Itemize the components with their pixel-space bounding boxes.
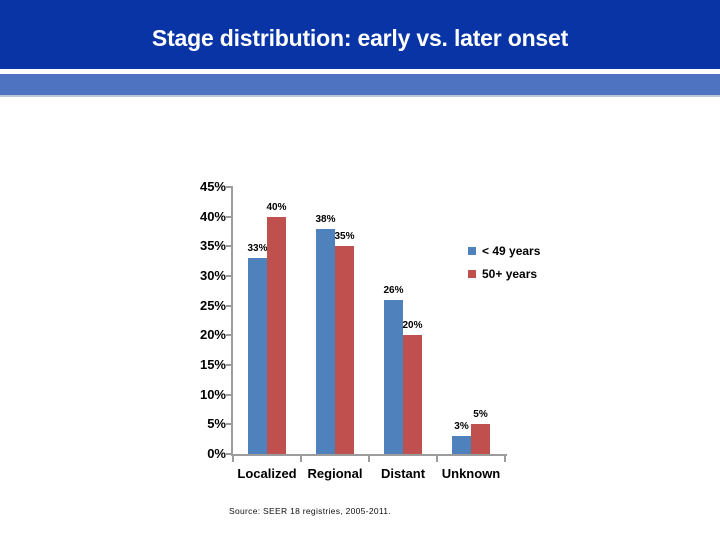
accent-band [0, 74, 720, 97]
category-label-localized: Localized [237, 466, 297, 481]
y-tick-mark [226, 393, 233, 396]
bar-young-localized [248, 258, 267, 454]
data-label-young-unknown: 3% [454, 421, 469, 432]
y-tick-label: 5% [207, 416, 226, 432]
y-tick-label: 25% [199, 297, 226, 313]
legend-label-young: < 49 years [482, 243, 541, 258]
bar-young-unknown [452, 436, 471, 454]
x-tick-mark [300, 456, 302, 462]
x-tick-mark [232, 456, 234, 462]
y-tick-label: 35% [199, 238, 226, 254]
y-tick-mark [226, 186, 233, 188]
y-tick-label: 45% [199, 179, 226, 194]
y-tick-mark [226, 245, 233, 248]
y-tick-mark [226, 304, 233, 307]
y-tick-label: 30% [199, 268, 226, 283]
data-label-old-localized: 40% [266, 202, 287, 213]
title-band: Stage distribution: early vs. later onse… [0, 0, 720, 69]
slide-title: Stage distribution: early vs. later onse… [151, 24, 569, 51]
bar-young-regional [316, 229, 335, 454]
y-tick-label: 10% [199, 386, 226, 402]
legend-item-old: 50+ years [468, 266, 540, 281]
category-label-regional: Regional [307, 466, 363, 481]
y-tick-mark [226, 215, 233, 218]
bar-old-localized [267, 217, 286, 454]
x-axis-line [231, 454, 507, 456]
y-tick-label: 15% [199, 357, 226, 372]
y-tick-label: 40% [199, 208, 226, 224]
y-tick-label: 0% [207, 446, 226, 461]
legend-label-old: 50+ years [482, 266, 538, 281]
y-tick-mark [226, 453, 233, 455]
bar-young-distant [384, 300, 403, 454]
y-axis-line [231, 186, 233, 456]
data-label-old-regional: 35% [334, 231, 355, 242]
y-tick-mark [226, 334, 233, 337]
legend-swatch-young [468, 246, 476, 255]
data-label-young-regional: 38% [315, 214, 336, 225]
source-note: Source: SEER 18 registries, 2005-2011. [229, 506, 391, 516]
bar-old-regional [335, 246, 354, 454]
chart-legend: < 49 years 50+ years [468, 243, 540, 289]
legend-swatch-old [468, 269, 476, 278]
x-tick-mark [504, 456, 506, 462]
data-label-old-unknown: 5% [473, 409, 488, 420]
y-tick-mark [226, 275, 233, 277]
category-label-distant: Distant [380, 466, 426, 481]
data-label-old-distant: 20% [402, 320, 423, 331]
bar-old-distant [403, 335, 422, 454]
y-tick-mark [226, 364, 233, 366]
data-label-young-localized: 33% [247, 243, 268, 254]
y-tick-mark [226, 423, 233, 426]
category-label-unknown: Unknown [441, 466, 501, 481]
x-tick-mark [368, 456, 370, 462]
data-label-young-distant: 26% [383, 285, 404, 296]
bar-old-unknown [471, 424, 490, 454]
y-tick-label: 20% [199, 327, 226, 343]
legend-item-young: < 49 years [468, 243, 540, 258]
x-tick-mark [436, 456, 438, 462]
